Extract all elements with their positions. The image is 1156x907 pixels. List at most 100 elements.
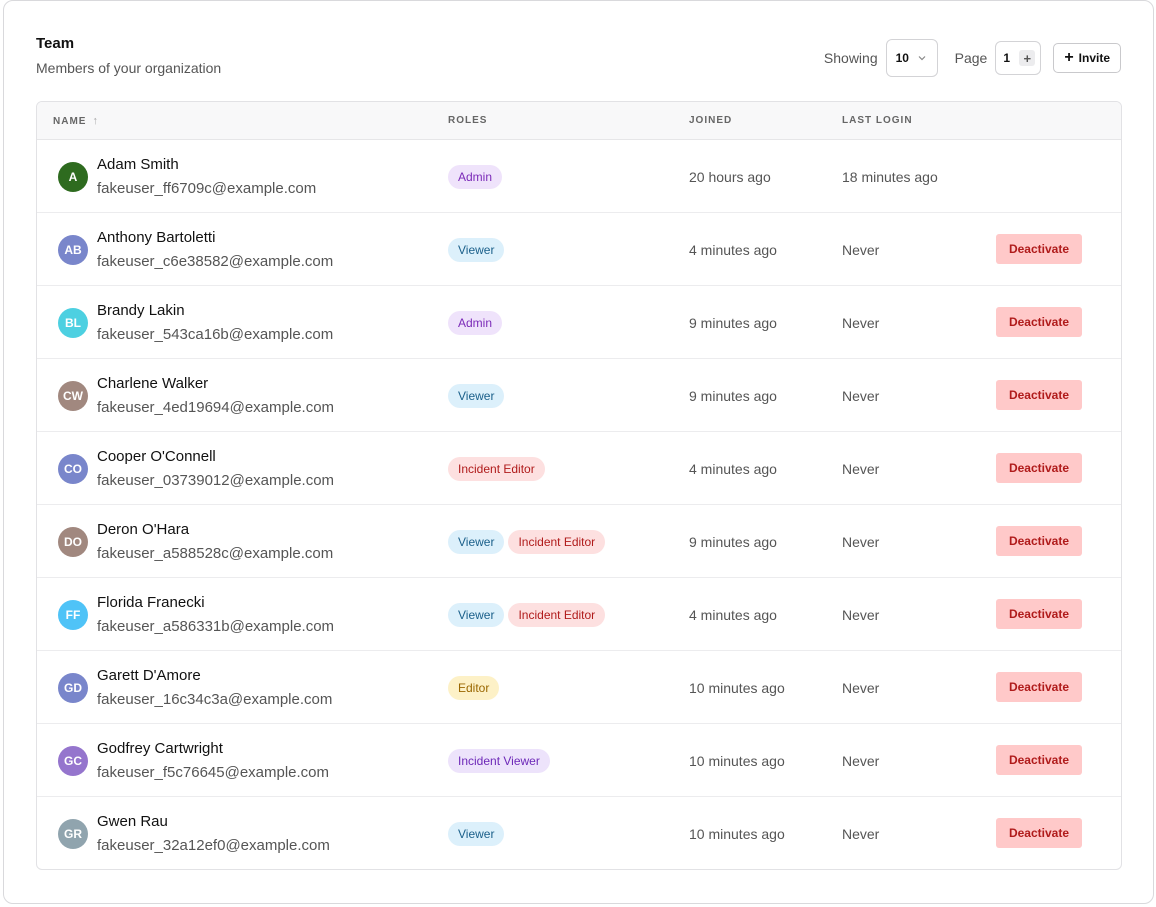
avatar: GC [58,746,88,776]
members-table: NAME ↑ ROLES JOINED LAST LOGIN A Adam Smi… [36,101,1122,870]
role-badges: Viewer [448,238,505,262]
page-subtitle: Members of your organization [36,60,222,76]
avatar: FF [58,600,88,630]
joined-time: 9 minutes ago [689,388,777,404]
avatar: CO [58,454,88,484]
role-badge: Incident Editor [448,457,545,481]
user-name: Charlene Walker [97,375,209,392]
avatar: GD [58,673,88,703]
column-header-roles: ROLES [448,115,487,126]
user-name: Cooper O'Connell [97,448,216,465]
role-badge: Admin [448,311,503,335]
avatar: GR [58,819,88,849]
avatar: A [58,162,88,192]
table-row: BL Brandy Lakin fakeuser_543ca16b@example.… [37,286,1121,359]
joined-time: 9 minutes ago [689,315,777,331]
joined-time: 4 minutes ago [689,607,777,623]
joined-time: 10 minutes ago [689,826,785,842]
user-email: fakeuser_ff6709c@example.com [97,180,317,197]
deactivate-button[interactable]: Deactivate [996,234,1082,264]
last-login-time: Never [842,242,880,258]
role-badge: Viewer [448,822,505,846]
role-badges: Viewer Incident Editor [448,530,606,554]
chevron-down-icon [918,56,926,61]
deactivate-button[interactable]: Deactivate [996,307,1082,337]
page-size-value: 10 [895,51,909,65]
deactivate-button[interactable]: Deactivate [996,526,1082,556]
user-email: fakeuser_32a12ef0@example.com [97,837,330,854]
user-name: Anthony Bartoletti [97,229,216,246]
user-email: fakeuser_03739012@example.com [97,472,335,489]
showing-label: Showing [823,50,878,66]
role-badges: Incident Editor [448,457,545,481]
last-login-time: Never [842,534,880,550]
user-email: fakeuser_16c34c3a@example.com [97,691,333,708]
role-badges: Viewer [448,822,505,846]
joined-time: 4 minutes ago [689,242,777,258]
table-row: FF Florida Franecki fakeuser_a586331b@exam… [37,578,1121,651]
role-badge: Editor [448,676,500,700]
user-name: Gwen Rau [97,813,168,830]
last-login-time: Never [842,753,880,769]
table-body: A Adam Smith fakeuser_ff6709c@example.com A… [37,140,1121,869]
column-header-last-login: LAST LOGIN [842,115,913,126]
user-email: fakeuser_a588528c@example.com [97,545,334,562]
invite-label: Invite [1078,51,1110,65]
column-last-login-label: LAST LOGIN [842,115,913,126]
role-badge: Viewer [448,530,505,554]
deactivate-button[interactable]: Deactivate [996,672,1082,702]
user-name: Deron O'Hara [97,521,190,538]
invite-button[interactable]: + Invite [1053,43,1121,73]
avatar: BL [58,308,88,338]
page-size-select[interactable]: 10 [885,39,938,77]
deactivate-button[interactable]: Deactivate [996,453,1082,483]
column-name-label: NAME [53,115,87,127]
team-card: Team Members of your organization Showin… [3,0,1154,904]
joined-time: 20 hours ago [689,169,771,185]
last-login-time: Never [842,607,880,623]
user-email: fakeuser_543ca16b@example.com [97,326,334,343]
last-login-time: Never [842,315,880,331]
role-badge: Admin [448,165,503,189]
user-email: fakeuser_4ed19694@example.com [97,399,335,416]
role-badge: Viewer [448,603,505,627]
last-login-time: Never [842,680,880,696]
deactivate-button[interactable]: Deactivate [996,818,1082,848]
avatar: CW [58,381,88,411]
page-increment-icon[interactable]: + [1019,50,1036,66]
joined-time: 10 minutes ago [689,753,785,769]
user-name: Garett D'Amore [97,667,201,684]
table-row: DO Deron O'Hara fakeuser_a588528c@example.… [37,505,1121,578]
avatar: AB [58,235,88,265]
user-name: Florida Franecki [97,594,205,611]
page-number-input[interactable]: 1 + [995,41,1042,75]
column-header-name[interactable]: NAME ↑ [53,115,98,127]
last-login-time: Never [842,826,880,842]
deactivate-button[interactable]: Deactivate [996,745,1082,775]
role-badge: Incident Viewer [448,749,550,773]
role-badges: Viewer Incident Editor [448,603,606,627]
joined-time: 10 minutes ago [689,680,785,696]
table-row: GD Garett D'Amore fakeuser_16c34c3a@exampl… [37,651,1121,724]
role-badges: Incident Viewer [448,749,550,773]
column-roles-label: ROLES [448,115,488,126]
joined-time: 4 minutes ago [689,461,777,477]
page-title: Team [36,35,75,52]
column-header-joined: JOINED [689,115,732,126]
table-row: CO Cooper O'Connell fakeuser_03739012@exam… [37,432,1121,505]
user-name: Brandy Lakin [97,302,185,319]
role-badges: Admin [448,311,503,335]
role-badge: Viewer [448,238,505,262]
avatar: DO [58,527,88,557]
table-row: AB Anthony Bartoletti fakeuser_c6e38582@ex… [37,213,1121,286]
user-name: Godfrey Cartwright [97,740,223,757]
user-email: fakeuser_c6e38582@example.com [97,253,334,270]
table-row: CW Charlene Walker fakeuser_4ed19694@examp… [37,359,1121,432]
role-badge: Incident Editor [508,603,606,627]
deactivate-button[interactable]: Deactivate [996,380,1082,410]
deactivate-button[interactable]: Deactivate [996,599,1082,629]
last-login-time: 18 minutes ago [842,169,938,185]
role-badge: Viewer [448,384,505,408]
role-badges: Admin [448,165,503,189]
last-login-time: Never [842,388,880,404]
